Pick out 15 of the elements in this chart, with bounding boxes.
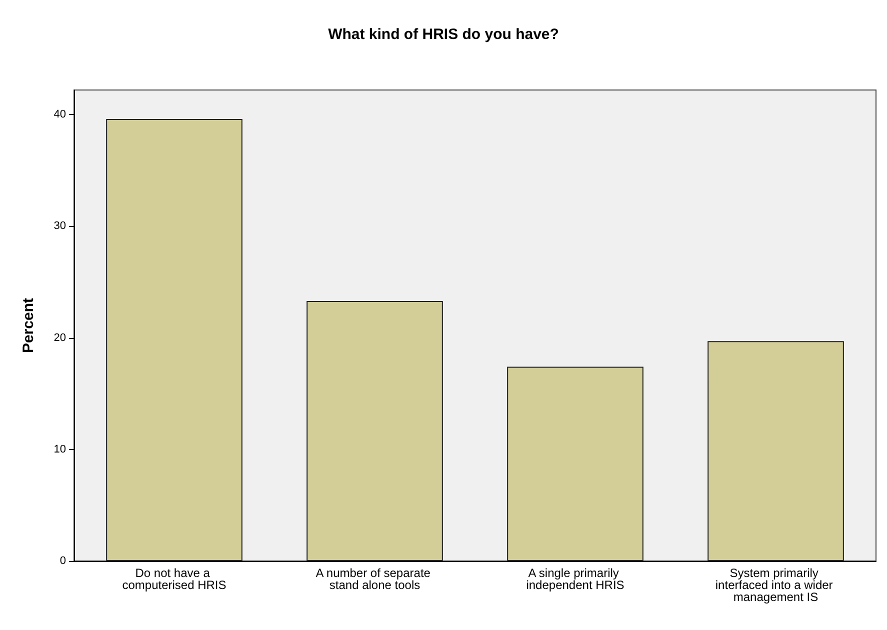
y-tick-label: 20 <box>54 332 66 344</box>
bar <box>306 300 443 561</box>
x-tick-label: A number of separate stand alone tools <box>316 566 434 592</box>
chart-title: What kind of HRIS do you have? <box>328 26 559 43</box>
x-tick-label: A single primarily independent HRIS <box>526 566 624 592</box>
bar <box>507 366 644 561</box>
x-tick-label: System primarily interfaced into a wider management IS <box>715 566 836 604</box>
bar <box>106 119 242 561</box>
y-tick-label: 0 <box>60 555 66 567</box>
bar <box>708 341 844 561</box>
y-axis-title: Percent <box>20 298 37 354</box>
y-tick-label: 10 <box>54 443 66 456</box>
y-tick-label: 40 <box>54 108 66 121</box>
x-tick-label: Do not have a computerised HRIS <box>122 566 226 592</box>
y-tick-label: 30 <box>54 220 66 232</box>
